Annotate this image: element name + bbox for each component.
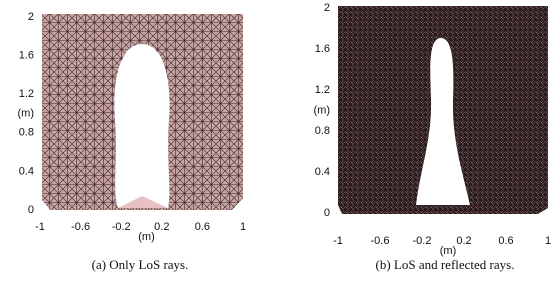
x-tick-label: 1 [545, 235, 551, 247]
x-axis-label: (m) [138, 231, 155, 243]
mesh-plot-a [42, 14, 243, 210]
y-tick-label: 2 [324, 2, 330, 14]
y-tick-label: 2 [28, 11, 34, 23]
y-axis-label: (m) [314, 104, 331, 116]
y-tick-label: 0.4 [315, 166, 330, 178]
mesh-plot-b [338, 6, 548, 214]
figure: -1 -0.6 -0.2 0.2 0.6 1 0 0.4 0.8 1.2 1.6 2 (m) (m) (a)… [0, 0, 557, 289]
x-tick-label: 0.6 [498, 235, 513, 247]
y-tick-label: 1.6 [19, 50, 34, 62]
y-tick-label: 0.8 [315, 125, 330, 137]
y-tick-label: 0 [324, 207, 330, 219]
x-tick-label: -1 [35, 221, 45, 233]
x-tick-label: -0.6 [71, 221, 90, 233]
x-tick-label: 0.6 [195, 221, 210, 233]
x-tick-label: 0.2 [154, 221, 169, 233]
y-tick-label: 0.4 [19, 165, 34, 177]
x-tick-label: -0.6 [371, 235, 390, 247]
caption: (a) Only LoS rays. [92, 257, 189, 272]
x-tick-label: 1 [240, 221, 246, 233]
y-tick-label: 1.6 [315, 43, 330, 55]
y-tick-label: 1.2 [315, 84, 330, 96]
y-tick-label: 0.8 [19, 127, 34, 139]
x-axis-label: (m) [440, 245, 457, 257]
y-tick-label: 0 [28, 204, 34, 216]
x-tick-label: 0.2 [456, 235, 471, 247]
caption: (b) LoS and reflected rays. [376, 257, 515, 272]
x-tick-label: -0.2 [413, 235, 432, 247]
x-tick-label: -0.2 [112, 221, 131, 233]
y-axis-label: (m) [18, 107, 35, 119]
y-tick-label: 1.2 [19, 88, 34, 100]
x-tick-label: -1 [333, 235, 343, 247]
